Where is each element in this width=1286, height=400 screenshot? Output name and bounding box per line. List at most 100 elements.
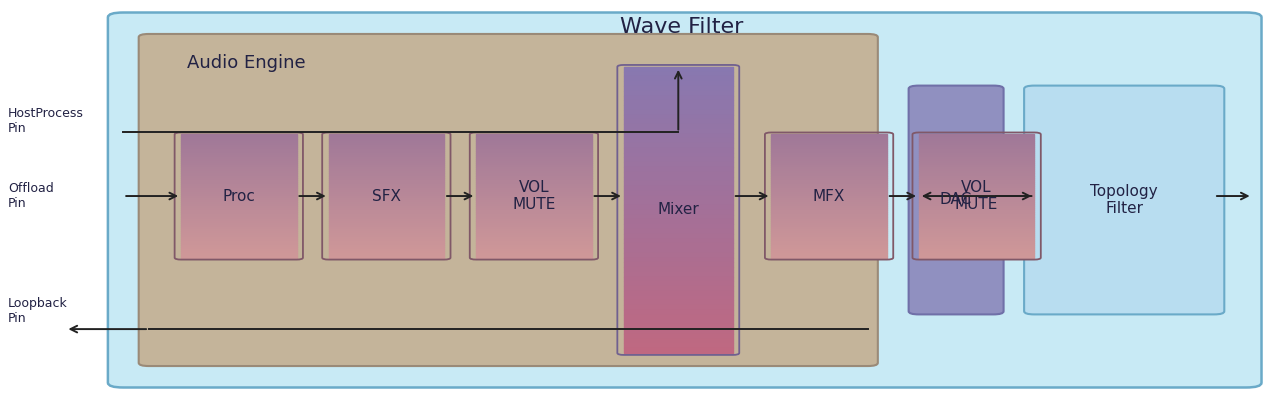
Bar bbox=[181, 254, 297, 256]
Bar bbox=[919, 136, 1034, 138]
Bar bbox=[624, 96, 733, 100]
Bar bbox=[329, 194, 444, 196]
Bar bbox=[624, 320, 733, 324]
Bar bbox=[919, 151, 1034, 153]
Bar bbox=[181, 256, 297, 258]
Bar bbox=[624, 158, 733, 162]
Bar bbox=[624, 86, 733, 91]
Bar bbox=[181, 182, 297, 184]
Bar bbox=[181, 214, 297, 216]
Bar bbox=[476, 192, 592, 194]
Text: VOL
MUTE: VOL MUTE bbox=[512, 180, 556, 212]
Text: Audio Engine: Audio Engine bbox=[188, 54, 306, 72]
Bar bbox=[181, 161, 297, 163]
Bar bbox=[624, 167, 733, 172]
Bar bbox=[476, 229, 592, 231]
Bar bbox=[329, 223, 444, 225]
Bar bbox=[772, 147, 887, 149]
Bar bbox=[476, 198, 592, 200]
Bar bbox=[329, 155, 444, 157]
Bar bbox=[919, 198, 1034, 200]
Bar bbox=[476, 186, 592, 188]
Bar bbox=[772, 212, 887, 214]
Bar bbox=[919, 252, 1034, 254]
Bar bbox=[772, 256, 887, 258]
Bar bbox=[772, 208, 887, 210]
Bar bbox=[181, 145, 297, 147]
Bar bbox=[919, 184, 1034, 186]
Bar bbox=[476, 247, 592, 249]
Bar bbox=[329, 237, 444, 239]
Bar bbox=[919, 214, 1034, 216]
Bar bbox=[181, 231, 297, 233]
Bar bbox=[476, 254, 592, 256]
Bar bbox=[329, 206, 444, 208]
Bar bbox=[476, 208, 592, 210]
Bar bbox=[329, 208, 444, 210]
Bar bbox=[624, 76, 733, 81]
Bar bbox=[772, 153, 887, 155]
Bar bbox=[919, 245, 1034, 247]
Bar bbox=[476, 243, 592, 245]
Bar bbox=[181, 178, 297, 180]
Bar bbox=[624, 210, 733, 215]
Bar bbox=[329, 188, 444, 190]
Bar bbox=[772, 186, 887, 188]
Bar bbox=[181, 141, 297, 143]
Bar bbox=[181, 241, 297, 243]
Bar bbox=[476, 167, 592, 169]
Bar bbox=[181, 233, 297, 235]
Bar bbox=[329, 235, 444, 237]
Bar bbox=[329, 134, 444, 258]
Text: HostProcess
Pin: HostProcess Pin bbox=[8, 106, 84, 134]
Bar bbox=[476, 141, 592, 143]
Bar bbox=[624, 119, 733, 124]
Bar bbox=[624, 100, 733, 105]
Bar bbox=[329, 186, 444, 188]
Bar bbox=[476, 138, 592, 141]
Bar bbox=[772, 214, 887, 216]
Bar bbox=[476, 237, 592, 239]
Text: Loopback
Pin: Loopback Pin bbox=[8, 297, 68, 325]
Bar bbox=[181, 151, 297, 153]
Bar bbox=[919, 239, 1034, 241]
Bar bbox=[476, 145, 592, 147]
Bar bbox=[329, 161, 444, 163]
Bar bbox=[624, 153, 733, 158]
Bar bbox=[181, 235, 297, 237]
Bar bbox=[772, 182, 887, 184]
Bar bbox=[624, 339, 733, 343]
Bar bbox=[329, 163, 444, 165]
Bar bbox=[624, 329, 733, 334]
Bar bbox=[476, 176, 592, 178]
Bar bbox=[624, 224, 733, 229]
Bar bbox=[476, 239, 592, 241]
Bar bbox=[476, 165, 592, 167]
Bar bbox=[624, 124, 733, 129]
Bar bbox=[476, 171, 592, 174]
Bar bbox=[476, 214, 592, 216]
Bar bbox=[329, 239, 444, 241]
Bar bbox=[624, 291, 733, 296]
Bar bbox=[919, 159, 1034, 161]
Bar bbox=[919, 178, 1034, 180]
Bar bbox=[772, 196, 887, 198]
Bar bbox=[772, 198, 887, 200]
Bar bbox=[772, 206, 887, 208]
Bar bbox=[181, 216, 297, 219]
Bar bbox=[772, 247, 887, 249]
Bar bbox=[329, 169, 444, 171]
Bar bbox=[772, 134, 887, 258]
Bar bbox=[919, 254, 1034, 256]
Bar bbox=[624, 229, 733, 234]
Bar bbox=[624, 162, 733, 167]
Bar bbox=[476, 210, 592, 212]
Bar bbox=[329, 229, 444, 231]
Bar bbox=[181, 208, 297, 210]
Bar bbox=[624, 305, 733, 310]
Bar bbox=[476, 151, 592, 153]
FancyBboxPatch shape bbox=[909, 86, 1003, 314]
Bar bbox=[329, 212, 444, 214]
Bar bbox=[624, 105, 733, 110]
Bar bbox=[772, 167, 887, 169]
